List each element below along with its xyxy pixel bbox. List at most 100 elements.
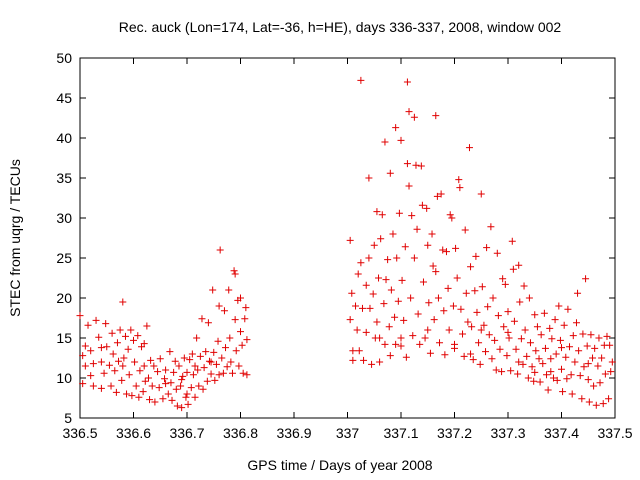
data-point: [403, 78, 411, 86]
data-point: [215, 302, 223, 310]
data-point: [539, 360, 547, 368]
x-tick-label: 337.5: [597, 425, 632, 441]
data-point: [238, 341, 246, 349]
data-point: [488, 355, 496, 363]
data-point: [161, 375, 169, 383]
data-point: [467, 263, 475, 271]
data-point: [543, 371, 551, 379]
data-point: [373, 318, 381, 326]
data-point: [87, 372, 95, 380]
data-point: [140, 340, 148, 348]
data-point: [393, 254, 401, 262]
data-point: [475, 339, 483, 347]
data-point: [202, 348, 210, 356]
data-point: [405, 108, 413, 116]
data-point: [584, 376, 592, 384]
data-point: [598, 354, 606, 362]
data-point: [119, 362, 127, 370]
data-point: [120, 354, 128, 362]
data-point: [204, 319, 212, 327]
data-point: [583, 342, 591, 350]
data-point: [552, 350, 560, 358]
data-point: [352, 302, 360, 310]
data-point: [79, 380, 87, 388]
data-point: [214, 337, 222, 345]
data-point: [500, 323, 508, 331]
data-point: [575, 347, 583, 355]
data-point: [560, 321, 568, 329]
x-tick-label: 337.2: [437, 425, 472, 441]
data-point: [180, 354, 188, 362]
data-point: [558, 344, 565, 352]
data-point: [535, 355, 543, 363]
data-point: [358, 304, 366, 312]
data-point: [103, 343, 111, 351]
data-point: [562, 353, 570, 361]
data-point: [178, 404, 186, 412]
data-point: [167, 379, 175, 387]
data-point: [79, 352, 87, 360]
data-point: [89, 382, 97, 390]
data-point: [487, 223, 495, 231]
data-point: [353, 326, 361, 334]
data-point: [178, 376, 186, 384]
data-point: [377, 235, 385, 243]
data-point: [503, 352, 511, 360]
data-point: [241, 315, 249, 323]
data-point: [191, 362, 199, 370]
x-tick-label: 336.9: [276, 425, 311, 441]
data-point: [423, 204, 431, 212]
x-axis: 336.5 336.6 336.7 336.8 336.9 337 337.1 337.2 33…: [62, 58, 633, 441]
data-point: [580, 363, 588, 371]
data-point: [496, 345, 504, 353]
data-point: [168, 396, 176, 404]
data-point: [147, 356, 155, 364]
data-point: [173, 402, 181, 410]
data-point: [193, 334, 201, 342]
y-tick-label: 5: [64, 410, 72, 426]
data-point: [172, 385, 180, 393]
data-point: [162, 366, 170, 374]
data-point: [171, 357, 179, 365]
data-point: [381, 138, 389, 146]
data-point: [130, 336, 137, 344]
data-point: [102, 320, 110, 328]
data-point: [414, 310, 422, 318]
data-point: [97, 384, 105, 392]
data-point: [362, 281, 370, 289]
data-point: [498, 368, 506, 376]
data-point: [449, 302, 457, 310]
data-point: [150, 362, 158, 370]
data-point: [429, 262, 437, 270]
data-point: [136, 367, 144, 375]
data-point: [524, 374, 532, 382]
data-point: [408, 212, 416, 220]
data-point: [87, 347, 95, 355]
data-point: [416, 340, 424, 348]
data-point: [203, 377, 211, 385]
data-point: [220, 307, 228, 315]
data-point: [76, 312, 84, 320]
data-point: [216, 246, 224, 254]
data-point: [127, 326, 135, 334]
data-point: [514, 370, 522, 378]
data-points: [76, 76, 616, 412]
data-point: [392, 124, 400, 132]
data-point: [222, 344, 230, 352]
data-point: [455, 176, 463, 184]
data-point: [492, 366, 500, 374]
data-point: [219, 369, 227, 377]
data-point: [235, 362, 243, 370]
data-point: [116, 326, 124, 334]
data-point: [578, 395, 586, 403]
data-point: [200, 364, 208, 372]
data-point: [546, 324, 554, 332]
x-tick-label: 336.5: [62, 425, 97, 441]
data-point: [436, 339, 444, 347]
data-point: [397, 136, 405, 144]
data-point: [485, 331, 493, 339]
data-point: [155, 384, 163, 392]
data-point: [446, 211, 454, 219]
data-point: [89, 360, 97, 368]
data-point: [461, 226, 469, 234]
